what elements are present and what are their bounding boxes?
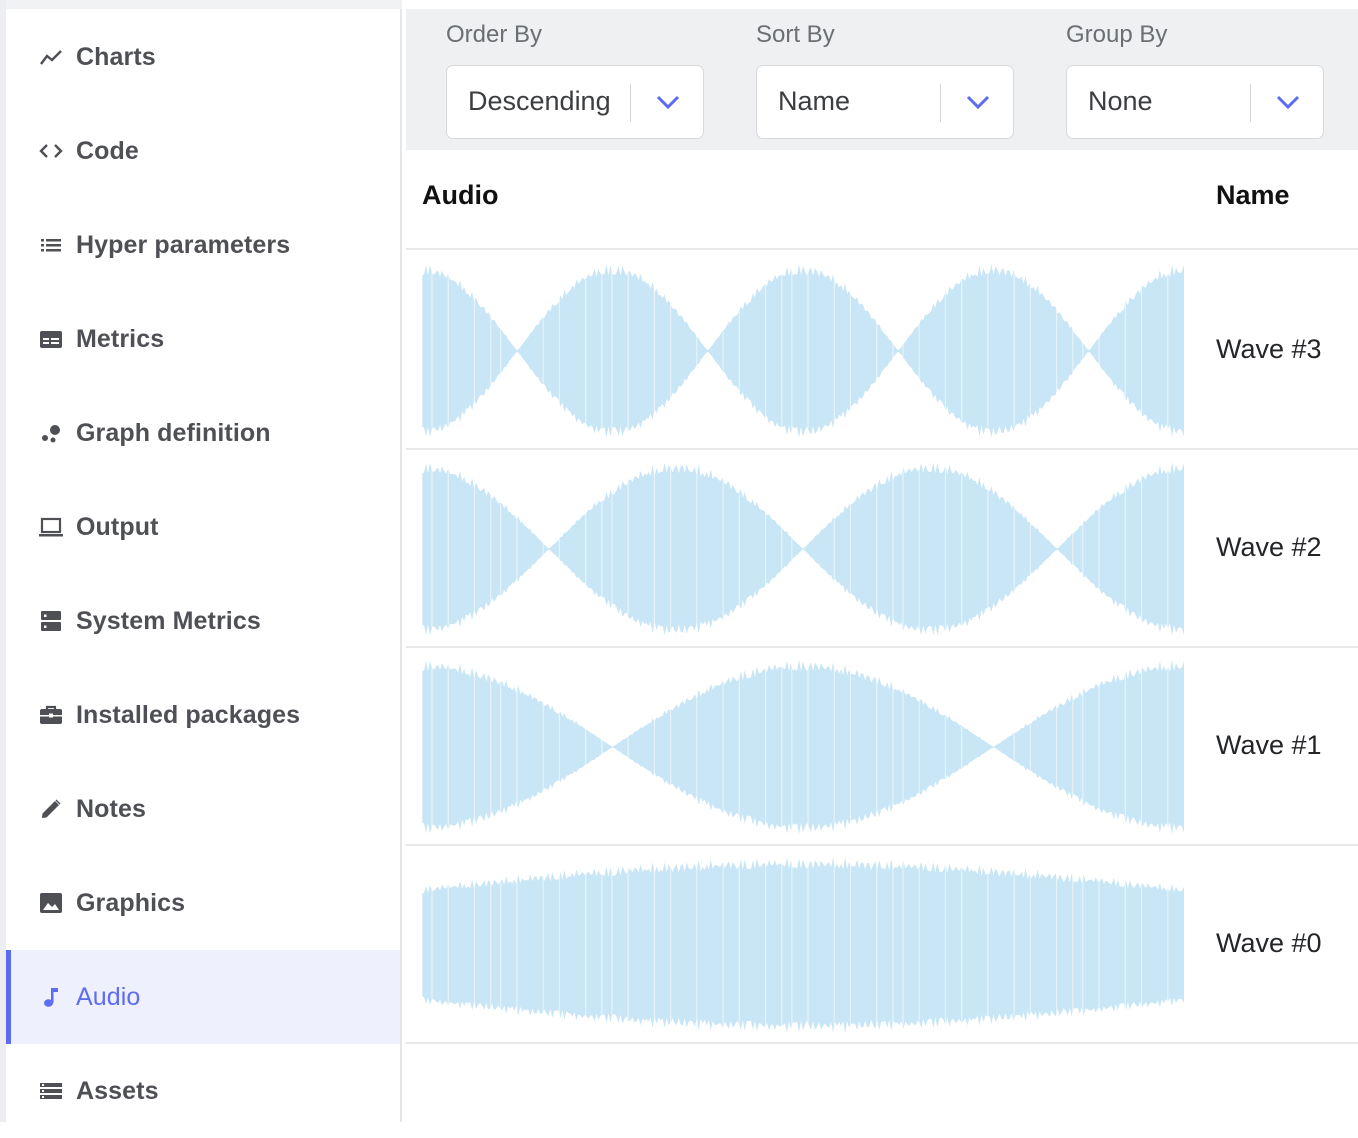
- waveform-envelope: [422, 264, 1184, 438]
- sidebar-item-label: Notes: [76, 794, 146, 823]
- sidebar-top-border: [6, 0, 402, 9]
- order-by-label: Order By: [446, 21, 543, 48]
- select-divider: [1250, 84, 1251, 122]
- sidebar-item-label: Graph definition: [76, 418, 271, 447]
- select-divider: [940, 84, 941, 122]
- sidebar-item-label: System Metrics: [76, 606, 261, 635]
- table-row: Wave #1: [406, 648, 1358, 846]
- audio-name: Wave #2: [1216, 532, 1322, 562]
- sidebar-item-label: Audio: [76, 982, 141, 1011]
- audio-waveform[interactable]: [422, 855, 1184, 1035]
- sidebar-item-label: Charts: [76, 42, 156, 71]
- bubbles-icon: [38, 420, 64, 446]
- audio-name: Wave #3: [1216, 334, 1322, 364]
- chevron-down-icon[interactable]: [654, 91, 682, 113]
- audio-waveform[interactable]: [422, 657, 1184, 837]
- chevron-down-icon[interactable]: [964, 91, 992, 113]
- sidebar-item-label: Code: [76, 136, 139, 165]
- sidebar-item-code[interactable]: Code: [6, 104, 400, 198]
- audio-waveform[interactable]: [422, 459, 1184, 639]
- group-by-select[interactable]: None: [1066, 65, 1324, 139]
- sidebar-item-metrics[interactable]: Metrics: [6, 292, 400, 386]
- table-row: Wave #3: [406, 252, 1358, 450]
- audio-waveform[interactable]: [422, 261, 1184, 441]
- code-brackets-icon: [38, 138, 64, 164]
- sidebar-item-graphics[interactable]: Graphics: [6, 856, 400, 950]
- order-by-value: Descending: [468, 86, 611, 116]
- sort-by-label: Sort By: [756, 21, 835, 48]
- sidebar-item-hyper-parameters[interactable]: Hyper parameters: [6, 198, 400, 292]
- chevron-down-icon[interactable]: [1274, 91, 1302, 113]
- sidebar-item-graph-definition[interactable]: Graph definition: [6, 386, 400, 480]
- select-divider: [630, 84, 631, 122]
- list-icon: [38, 232, 64, 258]
- waveform-envelope: [422, 659, 1184, 835]
- sidebar-item-label: Graphics: [76, 888, 186, 917]
- order-by-select[interactable]: Descending: [446, 65, 704, 139]
- column-header-audio: Audio: [422, 180, 499, 210]
- sidebar-item-audio[interactable]: Audio: [6, 950, 400, 1044]
- column-header-name[interactable]: Name: [1216, 180, 1290, 210]
- sort-by-value: Name: [778, 86, 851, 116]
- audio-name: Wave #0: [1216, 928, 1322, 958]
- sort-by-select[interactable]: Name: [756, 65, 1014, 139]
- sidebar-item-installed-packages[interactable]: Installed packages: [6, 668, 400, 762]
- briefcase-icon: [38, 702, 64, 728]
- stacked-list-icon: [38, 1078, 64, 1104]
- filter-toolbar: Order By Descending Sort By Name Group B…: [406, 9, 1358, 150]
- server-icon: [38, 608, 64, 634]
- sidebar-item-charts[interactable]: Charts: [6, 10, 400, 104]
- laptop-icon: [38, 514, 64, 540]
- pencil-icon: [38, 796, 64, 822]
- audio-name: Wave #1: [1216, 730, 1322, 760]
- sidebar-item-notes[interactable]: Notes: [6, 762, 400, 856]
- main-content: Order By Descending Sort By Name Group B…: [406, 0, 1358, 1122]
- sidebar-item-assets[interactable]: Assets: [6, 1044, 400, 1138]
- waveform-envelope: [422, 857, 1184, 1033]
- sidebar-item-output[interactable]: Output: [6, 480, 400, 574]
- group-by-label: Group By: [1066, 21, 1168, 48]
- music-note-icon: [38, 984, 64, 1010]
- metrics-card-icon: [38, 326, 64, 352]
- sidebar-item-system-metrics[interactable]: System Metrics: [6, 574, 400, 668]
- trend-line-icon: [38, 44, 64, 70]
- sidebar-item-label: Metrics: [76, 324, 165, 353]
- sidebar-item-label: Installed packages: [76, 700, 301, 729]
- sidebar-item-label: Output: [76, 512, 159, 541]
- table-row: Wave #2: [406, 450, 1358, 648]
- group-by-value: None: [1088, 86, 1153, 116]
- sidebar-nav: Charts Code Hyper parameters Metrics Gra…: [0, 0, 402, 1122]
- sidebar-item-label: Hyper parameters: [76, 230, 291, 259]
- image-icon: [38, 890, 64, 916]
- waveform-envelope: [422, 462, 1184, 636]
- table-row: Wave #0: [406, 846, 1358, 1044]
- audio-table-header: Audio Name: [406, 150, 1358, 250]
- sidebar-item-label: Assets: [76, 1076, 159, 1105]
